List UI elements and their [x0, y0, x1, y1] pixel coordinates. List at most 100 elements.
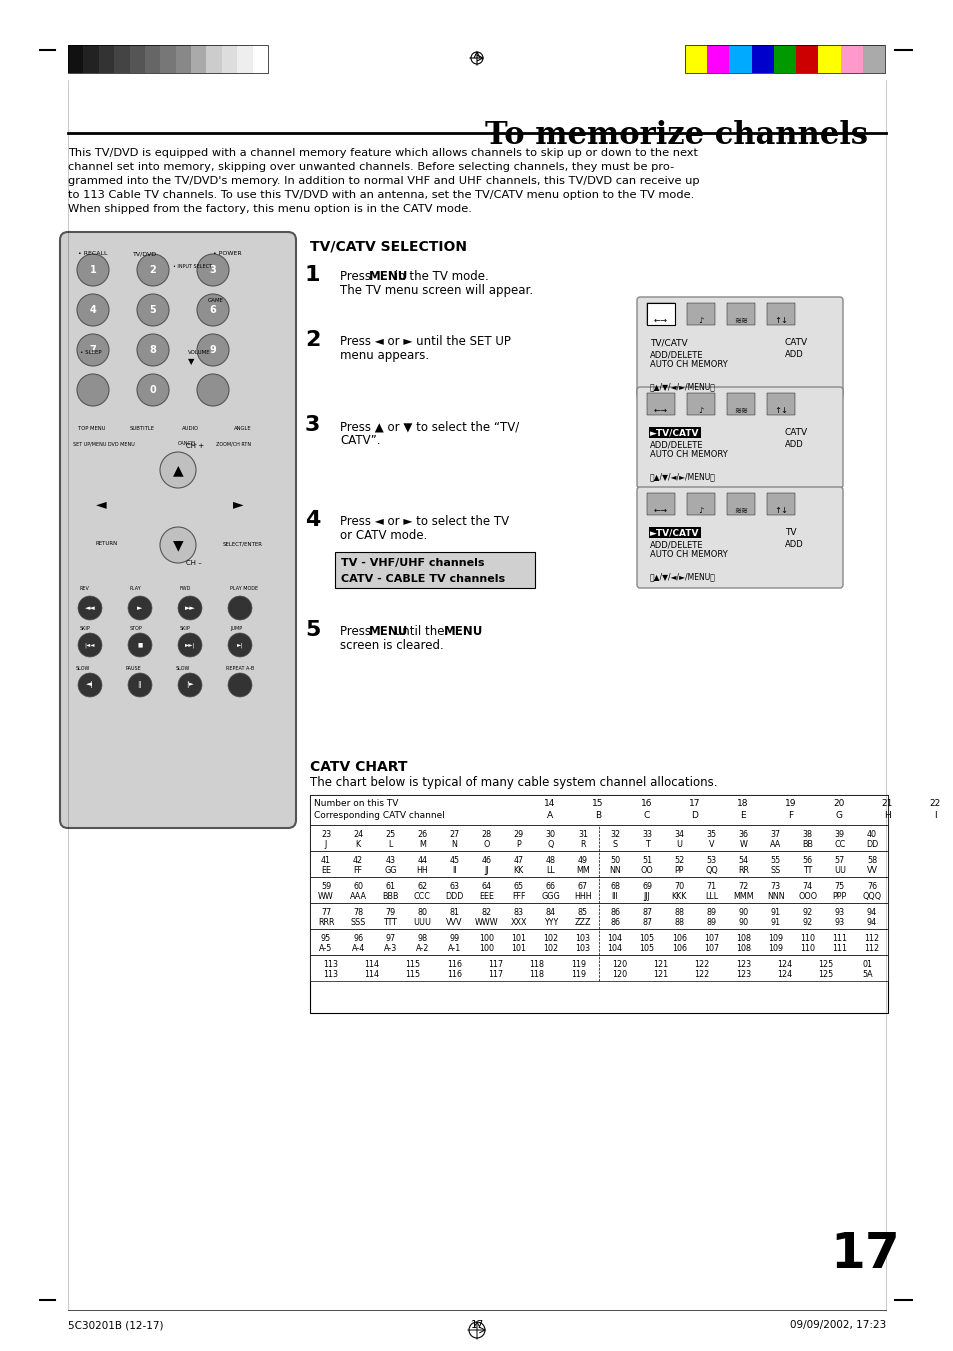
Text: 118: 118 [529, 961, 544, 969]
Text: Press ◄ or ► until the SET UP: Press ◄ or ► until the SET UP [339, 335, 511, 349]
Text: 〈▲/▼/◄/►/MENU〉: 〈▲/▼/◄/►/MENU〉 [649, 382, 715, 390]
Bar [145, 45, 160, 73]
Text: 77: 77 [320, 908, 331, 917]
Text: S: S [612, 840, 617, 848]
Text: 114: 114 [364, 961, 379, 969]
FancyBboxPatch shape [637, 297, 842, 399]
Text: AUTO CH MEMORY: AUTO CH MEMORY [649, 450, 727, 459]
Circle shape [228, 634, 252, 657]
Circle shape [137, 334, 169, 366]
Text: TV/DVD: TV/DVD [132, 251, 157, 255]
Text: ≋≋: ≋≋ [733, 316, 747, 326]
Text: ►: ► [233, 497, 243, 511]
Text: 93: 93 [834, 908, 844, 917]
Circle shape [137, 295, 169, 326]
Text: 48: 48 [545, 857, 556, 865]
Text: 117: 117 [488, 961, 503, 969]
Text: ►►|: ►►| [185, 642, 195, 647]
Text: 42: 42 [353, 857, 363, 865]
Text: 94: 94 [866, 908, 876, 917]
Text: 83: 83 [513, 908, 523, 917]
Circle shape [178, 673, 202, 697]
Text: 8: 8 [150, 345, 156, 355]
Text: BB: BB [801, 840, 812, 848]
Circle shape [78, 596, 102, 620]
Text: 6: 6 [210, 305, 216, 315]
Text: ZZZ: ZZZ [574, 917, 591, 927]
Text: KK: KK [513, 866, 523, 875]
Text: 28: 28 [481, 830, 491, 839]
Bar [684, 45, 884, 73]
Text: P: P [516, 840, 520, 848]
Text: CATV - CABLE TV channels: CATV - CABLE TV channels [340, 574, 504, 584]
Text: |◄◄: |◄◄ [85, 642, 95, 647]
Text: 33: 33 [641, 830, 652, 839]
Bar [729, 45, 751, 73]
Text: JJ: JJ [484, 866, 488, 875]
Bar [751, 45, 773, 73]
Circle shape [128, 634, 152, 657]
Text: C: C [642, 811, 649, 820]
Text: 54: 54 [738, 857, 748, 865]
Text: 72: 72 [738, 882, 748, 892]
Text: ADD/DELETE: ADD/DELETE [649, 350, 702, 359]
Text: 89: 89 [705, 908, 716, 917]
Text: 4: 4 [90, 305, 96, 315]
Text: 44: 44 [417, 857, 427, 865]
Text: 58: 58 [866, 857, 876, 865]
Text: 45: 45 [449, 857, 459, 865]
Text: 107: 107 [703, 934, 719, 943]
Bar [310, 955, 887, 981]
Text: ◄|: ◄| [86, 681, 93, 689]
Text: 99: 99 [449, 934, 459, 943]
Bar [114, 45, 130, 73]
Bar [726, 303, 754, 326]
Text: 105: 105 [639, 944, 654, 952]
Circle shape [77, 374, 109, 407]
Text: 15: 15 [592, 798, 603, 808]
Text: 116: 116 [447, 961, 461, 969]
Bar [818, 45, 840, 73]
FancyBboxPatch shape [60, 232, 295, 828]
Text: 65: 65 [513, 882, 523, 892]
Text: 68: 68 [609, 882, 619, 892]
Text: ADD: ADD [784, 350, 803, 359]
Text: REPEAT A-B: REPEAT A-B [226, 666, 254, 671]
Text: AAA: AAA [350, 892, 366, 901]
Text: 09/09/2002, 17:23: 09/09/2002, 17:23 [789, 1320, 885, 1329]
Text: 17: 17 [688, 798, 700, 808]
Text: 39: 39 [834, 830, 844, 839]
Bar [206, 45, 222, 73]
Text: 109: 109 [767, 944, 782, 952]
Circle shape [77, 254, 109, 286]
Text: ←→: ←→ [654, 507, 667, 515]
Text: 70: 70 [674, 882, 683, 892]
Text: 103: 103 [575, 944, 590, 952]
Text: WWW: WWW [475, 917, 497, 927]
Text: W: W [739, 840, 746, 848]
Text: EEE: EEE [478, 892, 494, 901]
Text: F: F [787, 811, 793, 820]
Bar [222, 45, 237, 73]
Text: • RECALL: • RECALL [78, 251, 108, 255]
Text: NN: NN [609, 866, 620, 875]
Text: 67: 67 [578, 882, 587, 892]
Text: 110: 110 [800, 934, 815, 943]
Text: CATV: CATV [784, 338, 807, 347]
Text: 71: 71 [705, 882, 716, 892]
Text: ADD/DELETE: ADD/DELETE [649, 440, 702, 449]
Text: 121: 121 [653, 970, 668, 979]
Text: DD: DD [865, 840, 877, 848]
Text: 112: 112 [863, 934, 879, 943]
Text: AA: AA [769, 840, 781, 848]
Text: PLAY: PLAY [130, 586, 142, 590]
Text: GAME: GAME [208, 299, 224, 303]
Text: channel set into memory, skipping over unwanted channels. Before selecting chann: channel set into memory, skipping over u… [68, 162, 674, 172]
Bar [99, 45, 114, 73]
Text: Corresponding CATV channel: Corresponding CATV channel [314, 811, 444, 820]
Text: SKIP: SKIP [80, 626, 91, 631]
Circle shape [160, 453, 195, 488]
Text: SLOW: SLOW [175, 666, 191, 671]
Text: CATV CHART: CATV CHART [310, 761, 407, 774]
Text: ≋≋: ≋≋ [733, 407, 747, 415]
